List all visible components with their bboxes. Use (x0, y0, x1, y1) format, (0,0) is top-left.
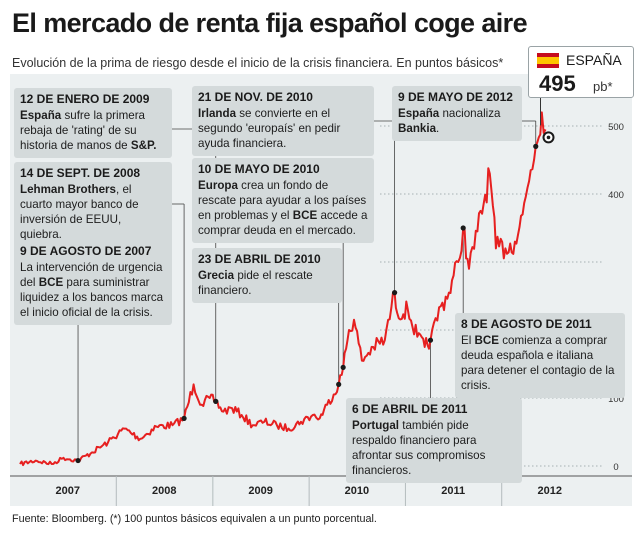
y-tick-label: 400 (608, 190, 624, 201)
x-tick-label: 2012 (537, 485, 561, 497)
annotation-box: 12 DE ENERO DE 2009 España sufre la prime… (14, 88, 172, 158)
annotation-point (181, 415, 187, 421)
annotation-text: BCE (474, 334, 500, 347)
annotation-date: 14 DE SEPT. DE 2008 (20, 166, 141, 180)
annotation-point (75, 457, 81, 464)
x-tick-label: 2008 (152, 485, 176, 497)
annotation-date: 23 DE ABRIL DE 2010 (198, 252, 321, 266)
badge-unit: pb* (593, 79, 613, 94)
annotation-point (427, 337, 434, 343)
x-tick-label: 2007 (56, 485, 80, 497)
y-axis: 0 100 400 500 (608, 122, 624, 473)
annotation-date: 8 DE AGOSTO DE 2011 (461, 317, 592, 331)
annotation-text: Lehman Brothers (20, 183, 116, 196)
annotation-text: también pide respaldo financiero para af… (352, 419, 486, 477)
annotation-text: BCE (292, 209, 318, 222)
annotation-text: BCE (38, 276, 64, 289)
annotation-text: pide el rescate financiero. (198, 269, 313, 297)
annotation-date: 6 DE ABRIL DE 2011 (352, 402, 468, 416)
annotation-point (392, 290, 398, 296)
annotation-date: 9 DE AGOSTO DE 2007 (20, 244, 152, 258)
y-tick-label: 0 (613, 462, 618, 473)
annotation-text: para suministrar liquidez a los bancos m… (20, 276, 164, 319)
annotation-point (460, 225, 466, 231)
annotation-box: 10 DE MAYO DE 2010 Europa crea un fondo d… (192, 158, 374, 243)
annotation-date: 9 DE MAYO DE 2012 (398, 90, 513, 104)
annotation-text: nacionaliza (439, 107, 501, 120)
annotation-text: accede a comprar deuda en el mercado. (198, 209, 368, 237)
current-value-marker (540, 98, 555, 144)
annotation-date: 12 DE ENERO DE 2009 (20, 92, 150, 106)
annotation-point (533, 143, 539, 149)
chart-title: El mercado de renta fija español coge ai… (12, 8, 528, 38)
badge-country: ESPAÑA (566, 52, 622, 68)
annotation-text: . (436, 122, 440, 135)
x-axis: 2007 2008 2009 2010 2011 2012 (10, 475, 632, 506)
series-line (19, 111, 547, 467)
annotation-text: Bankia (398, 122, 437, 135)
annotation-date: 10 DE MAYO DE 2010 (198, 162, 320, 176)
chart-subtitle: Evolución de la prima de riesgo desde el… (12, 56, 504, 70)
annotation-text: crea un fondo de rescate para ayudar a l… (198, 179, 367, 222)
spain-flag-icon (537, 53, 559, 68)
annotation-text: S&P. (130, 139, 157, 152)
annotation-text: sufre la primera rebaja de 'rating' de s… (20, 109, 146, 152)
annotation-box: 21 DE NOV. DE 2010 Irlanda se convierte e… (192, 86, 374, 156)
current-value-dot (546, 135, 551, 140)
x-tick-label: 2010 (345, 485, 369, 497)
annotation-text: comienza a comprar deuda española e ital… (461, 334, 615, 392)
spain-value-badge: ESPAÑA 495 pb* (528, 46, 634, 98)
annotation-text: La intervención de urgencia del (20, 261, 163, 289)
annotation-point (213, 398, 219, 404)
y-tick-label: 100 (608, 394, 624, 405)
y-tick-label: 500 (608, 122, 624, 133)
annotation-text: , el cuarto mayor banco de inversión de … (20, 183, 139, 241)
annotation-box: 6 DE ABRIL DE 2011 Portugal también pide … (346, 398, 522, 483)
annotation-point (336, 381, 342, 387)
annotation-text: El (461, 334, 475, 347)
annotation-text: España (398, 107, 440, 120)
annotation-box: 9 DE AGOSTO DE 2007 La intervención de ur… (14, 240, 172, 325)
badge-value: 495 (539, 71, 576, 96)
annotation-markers (75, 143, 539, 464)
annotation-text: Portugal (352, 419, 400, 432)
annotation-box: 14 DE SEPT. DE 2008 Lehman Brothers, el c… (14, 162, 172, 247)
annotation-text: España (20, 109, 62, 122)
x-tick-label: 2011 (441, 485, 465, 497)
annotation-box: 8 DE AGOSTO DE 2011 El BCE comienza a com… (455, 313, 625, 398)
annotation-text: Grecia (198, 269, 235, 282)
annotation-text: se convierte en el segundo 'europaís' en… (198, 107, 341, 150)
source-note: Fuente: Bloomberg. (*) 100 puntos básico… (12, 513, 377, 525)
annotation-date: 21 DE NOV. DE 2010 (198, 90, 313, 104)
x-tick-label: 2009 (248, 485, 272, 497)
annotation-text: Irlanda (198, 107, 237, 120)
annotation-box: 9 DE MAYO DE 2012 España nacionaliza Bank… (392, 86, 522, 141)
annotation-box: 23 DE ABRIL DE 2010 Grecia pide el rescat… (192, 248, 342, 303)
annotation-point (340, 364, 346, 370)
annotation-text: Europa (198, 179, 238, 192)
